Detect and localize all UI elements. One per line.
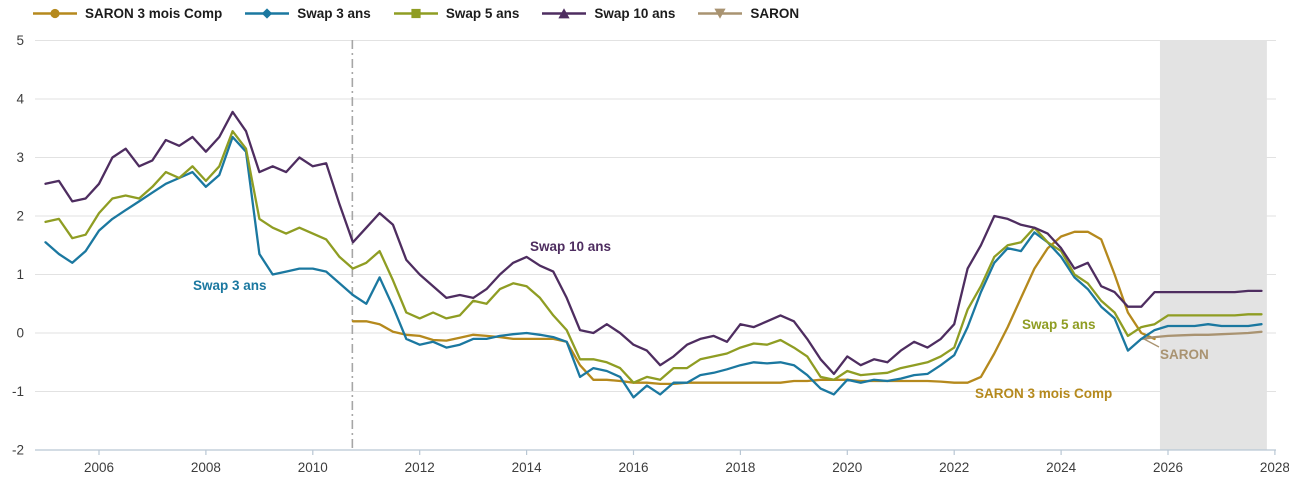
y-axis-tick-label: 2 [16,209,24,224]
chart-legend: SARON 3 mois Comp Swap 3 ans Swap 5 ans … [33,6,799,21]
y-axis-tick-label: 5 [16,33,24,48]
y-axis-tick-label: 0 [16,326,24,341]
legend-item-label: Swap 5 ans [445,6,520,21]
x-axis-tick-label: 2028 [1260,460,1289,475]
series-annotation: Swap 10 ans [530,239,611,254]
x-axis-tick-label: 2022 [939,460,969,475]
legend-item-label: SARON 3 mois Comp [85,6,223,21]
saron-leader-line [1143,338,1160,348]
legend-item-swap-5-ans: Swap 5 ans [393,6,520,21]
series-annotation: SARON [1160,347,1209,362]
series-annotation: Swap 3 ans [193,278,267,293]
series-line-saron-3-mois-comp [351,230,1156,386]
legend-item-swap-10-ans: Swap 10 ans [542,6,675,21]
series-line-saron [1140,330,1263,341]
x-axis-tick-label: 2010 [298,460,328,475]
legend-item-label: Swap 10 ans [594,6,676,21]
legend-marker-triangle-up-icon [542,8,587,19]
legend-item-saron: SARON [698,6,799,21]
x-axis-tick-label: 2008 [191,460,221,475]
series-line-swap-10-ans [44,110,1263,376]
x-axis-tick-label: 2026 [1153,460,1183,475]
y-axis-tick-label: 1 [16,267,24,282]
legend-item-label: Swap 3 ans [297,6,371,21]
legend-marker-square-icon [393,8,438,19]
x-axis-tick-label: 2016 [618,460,648,475]
y-axis-tick-label: -2 [12,443,24,458]
x-axis-tick-label: 2014 [512,460,543,475]
y-axis-tick-label: 3 [16,150,24,165]
x-axis-tick-label: 2012 [405,460,435,475]
x-axis-tick-label: 2024 [1046,460,1077,475]
legend-marker-diamond-icon [245,8,290,19]
legend-item-label: SARON [750,6,800,21]
y-axis-tick-label: 4 [16,92,24,107]
legend-marker-triangle-down-icon [698,8,743,19]
x-axis-tick-label: 2018 [725,460,755,475]
forecast-band [1159,40,1267,450]
x-axis-tick-label: 2006 [84,460,114,475]
series-annotation: SARON 3 mois Comp [975,386,1112,401]
y-axis-tick-label: -1 [12,384,24,399]
series-line-swap-5-ans [44,130,1263,384]
series-annotation: Swap 5 ans [1022,317,1096,332]
legend-marker-circle-icon [33,8,77,19]
legend-item-swap-3-ans: Swap 3 ans [245,6,371,21]
legend-item-saron-3-mois-comp: SARON 3 mois Comp [33,6,222,21]
series-line-swap-3-ans [44,135,1263,399]
x-axis-tick-label: 2020 [832,460,862,475]
